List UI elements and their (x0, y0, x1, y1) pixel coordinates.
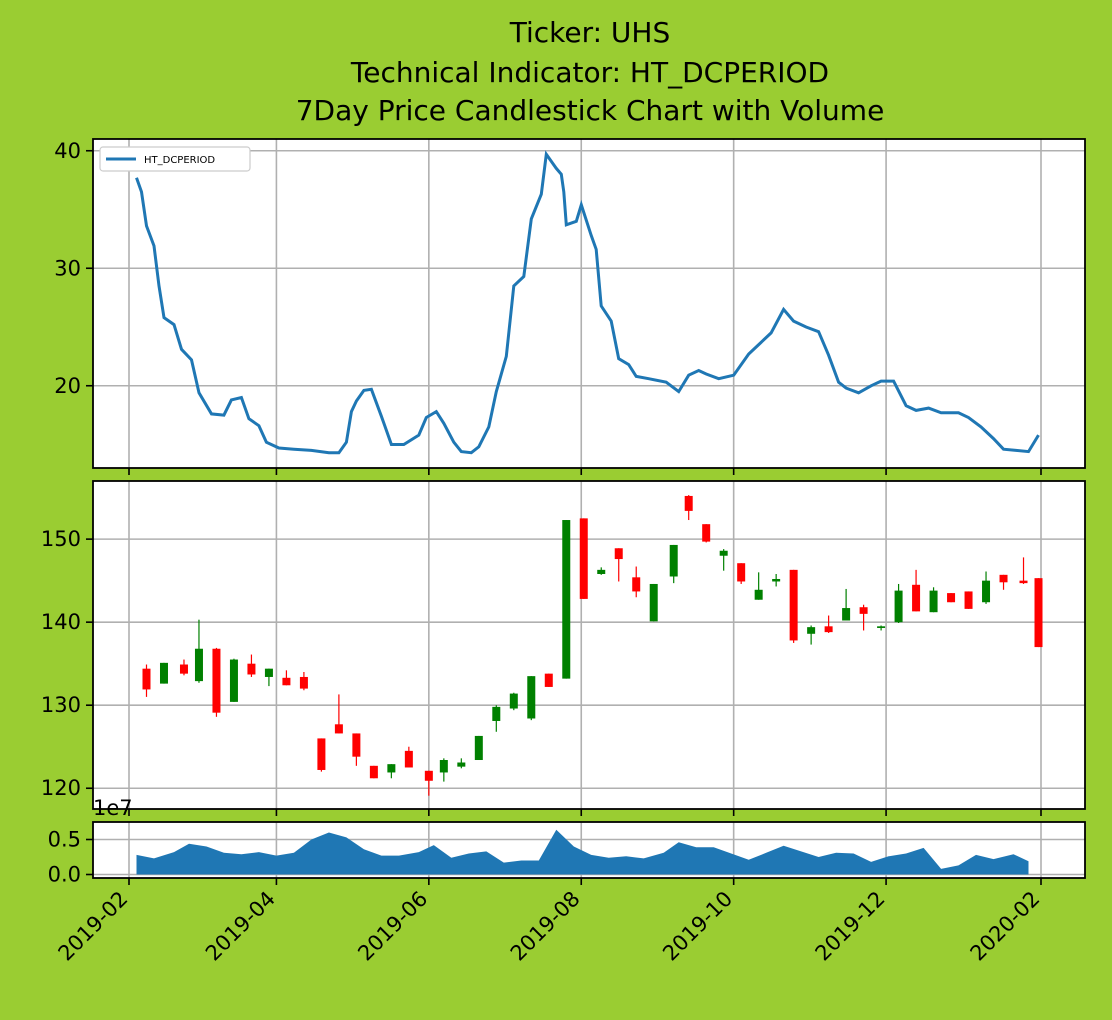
candle-body (544, 673, 553, 687)
candle-body (702, 524, 711, 542)
volume-panel: 0.0 0.5 1e7 (48, 796, 1086, 887)
candle-body (264, 668, 273, 677)
legend: HT_DCPERIOD (99, 146, 251, 172)
indicator-panel: 20 30 40 HT_DCPERIOD (54, 138, 1086, 475)
candle-body (614, 548, 623, 560)
price-ytick-label: 130 (41, 693, 81, 717)
candle-body (824, 626, 833, 633)
indicator-ytick-label: 40 (54, 139, 81, 163)
candle-body (247, 663, 256, 675)
candle-body (982, 580, 991, 603)
candle-body (719, 550, 728, 556)
candle-body (212, 648, 221, 713)
candle-body (457, 762, 466, 767)
candle-body (737, 563, 746, 582)
volume-offset-label: 1e7 (93, 796, 133, 820)
candle-body (859, 607, 868, 614)
xtick-label: 2020-02 (966, 887, 1045, 966)
price-ytick-label: 140 (41, 610, 81, 634)
price-panel: 120 130 140 150 (41, 480, 1086, 816)
candle-body (352, 733, 361, 757)
candle-body (684, 495, 693, 511)
candle-body (929, 590, 938, 613)
volume-ytick-label: 0.0 (48, 863, 81, 887)
price-ytick-label: 120 (41, 776, 81, 800)
chart-title-line-1: Ticker: UHS (509, 16, 671, 49)
xtick-label: 2019-06 (353, 887, 432, 966)
candle-body (369, 765, 378, 779)
price-ytick-label: 150 (41, 527, 81, 551)
xtick-label: 2019-04 (201, 887, 280, 966)
candle-body (527, 676, 536, 719)
volume-area (136, 829, 1029, 875)
candle-body (492, 706, 501, 721)
candle-body (964, 591, 973, 609)
candle-body (754, 589, 763, 600)
candle-body (597, 569, 606, 575)
candle-body (299, 676, 308, 689)
xtick-label: 2019-10 (658, 887, 737, 966)
candle-body (947, 593, 956, 603)
candle-body (474, 735, 483, 761)
xtick-label: 2019-08 (506, 887, 585, 966)
candle-body (807, 627, 816, 634)
ht-dcperiod-line (135, 150, 1040, 455)
candle-body (194, 648, 203, 682)
chart-title-line-3: 7Day Price Candlestick Chart with Volume (295, 94, 885, 127)
legend-label: HT_DCPERIOD (144, 155, 215, 166)
volume-ytick-label: 0.5 (48, 828, 81, 852)
candle-body (179, 664, 188, 674)
candle-body (999, 574, 1008, 583)
candle-body (1034, 578, 1043, 648)
candle-body (842, 608, 851, 621)
candle-body (877, 626, 886, 628)
candle-body (562, 520, 571, 679)
legend-box (99, 146, 251, 172)
candle-body (282, 677, 291, 686)
chart-title-line-2: Technical Indicator: HT_DCPERIOD (350, 56, 830, 89)
candle-body (912, 584, 921, 612)
candle-body (1019, 580, 1028, 584)
price-frame (92, 480, 1086, 810)
candle-body (317, 738, 326, 770)
candle-body (387, 764, 396, 773)
candle-body (159, 662, 168, 684)
candle-body (142, 668, 151, 690)
candle-body (334, 724, 343, 734)
candle-body (772, 578, 781, 582)
candle-body (229, 659, 238, 702)
indicator-ytick-label: 30 (54, 256, 81, 280)
candle-body (424, 770, 433, 781)
indicator-frame (92, 138, 1086, 469)
candle-body (669, 544, 678, 577)
candle-body (649, 583, 658, 622)
candle-body (632, 577, 641, 592)
candle-body (579, 518, 588, 599)
candle-body (509, 693, 518, 709)
xtick-label: 2019-02 (54, 887, 133, 966)
indicator-ytick-label: 20 (54, 374, 81, 398)
candle-body (404, 750, 413, 768)
candle-body (894, 590, 903, 623)
candle-body (439, 760, 448, 773)
xtick-label: 2019-12 (811, 887, 890, 966)
volume-frame (92, 821, 1086, 879)
candle-body (789, 569, 798, 641)
price-plot-area (93, 481, 1085, 809)
indicator-plot-area (93, 139, 1085, 468)
